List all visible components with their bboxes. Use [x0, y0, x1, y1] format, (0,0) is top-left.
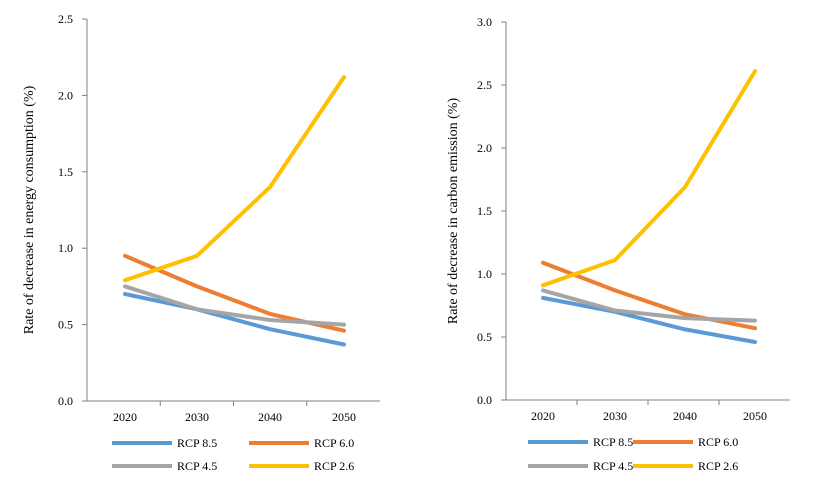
- x-tick-label: 2050: [332, 410, 356, 424]
- x-tick-label: 2020: [113, 410, 137, 424]
- legend-label: RCP 6.0: [314, 436, 354, 450]
- legend-label: RCP 6.0: [698, 435, 738, 449]
- legend-label: RCP 2.6: [698, 459, 738, 473]
- series-line-rcp-4-5: [123, 284, 346, 327]
- legend-label: RCP 8.5: [177, 436, 217, 450]
- y-tick-label: 2.5: [58, 12, 73, 26]
- series-line-rcp-2-6: [541, 69, 757, 288]
- y-tick-label: 2.5: [477, 78, 492, 92]
- x-tick-label: 2030: [603, 409, 627, 423]
- y-tick-label: 2.0: [58, 88, 73, 102]
- legend-label: RCP 4.5: [177, 459, 217, 473]
- x-tick-label: 2040: [258, 410, 282, 424]
- series-line-rcp-8-5: [541, 295, 757, 344]
- y-tick-label: 0.0: [477, 393, 492, 407]
- y-tick-label: 1.0: [58, 241, 73, 255]
- chart-panel-2: 0.0 0.5 1.0 1.5 2.0 2.5 3.0 2020 2030 2040 2050 Rat…: [446, 15, 790, 473]
- y-axis-title: Rate of decrease in energy consumption (…: [22, 85, 37, 334]
- x-tick-label: 2030: [185, 410, 209, 424]
- y-tick-label: 1.5: [477, 204, 492, 218]
- y-tick-label: 3.0: [477, 15, 492, 29]
- y-axis-title: Rate of decrease in carbon emission (%): [446, 98, 461, 325]
- y-tick-label: 2.0: [477, 141, 492, 155]
- y-tick-label: 0.0: [58, 394, 73, 408]
- y-tick-label: 1.0: [477, 267, 492, 281]
- series-line-rcp-4-5: [541, 288, 757, 323]
- legend-label: RCP 2.6: [314, 459, 354, 473]
- legend-label: RCP 8.5: [593, 435, 633, 449]
- y-tick-label: 0.5: [58, 318, 73, 332]
- series-line-rcp-8-5: [123, 292, 346, 347]
- x-tick-label: 2050: [743, 409, 767, 423]
- x-tick-label: 2020: [531, 409, 555, 423]
- series-line-rcp-2-6: [123, 75, 346, 283]
- y-tick-label: 1.5: [58, 165, 73, 179]
- chart-panel-1: 0.0 0.5 1.0 1.5 2.0 2.5 2020 2030 2040 2050 Rate o…: [22, 12, 380, 473]
- y-tick-label: 0.5: [477, 330, 492, 344]
- legend-label: RCP 4.5: [593, 459, 633, 473]
- x-tick-label: 2040: [673, 409, 697, 423]
